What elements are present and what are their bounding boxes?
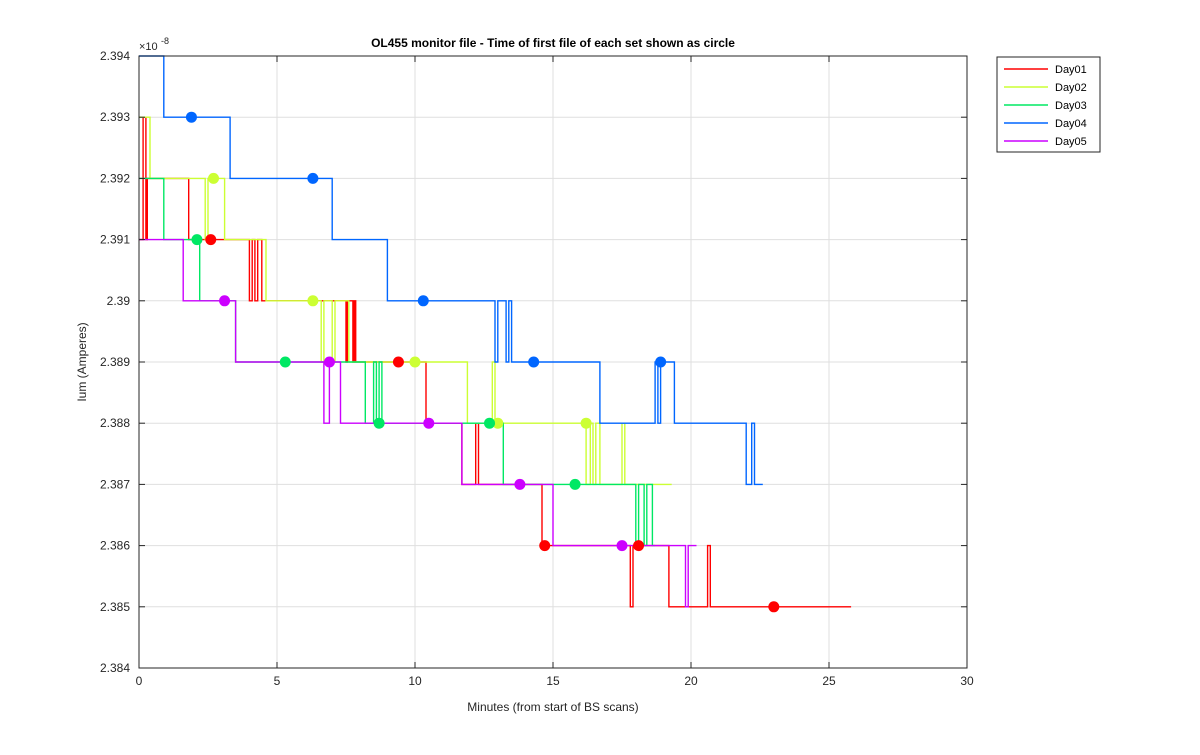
y-tick-label: 2.39 <box>107 294 131 308</box>
legend-label-day05: Day05 <box>1055 136 1087 148</box>
first-file-marker-day05 <box>323 356 335 368</box>
first-file-marker-day05 <box>616 540 628 552</box>
first-file-marker-day02 <box>409 356 421 368</box>
legend-label-day02: Day02 <box>1055 82 1087 94</box>
first-file-marker-day02 <box>208 172 220 184</box>
first-file-marker-day01 <box>392 356 404 368</box>
legend-label-day04: Day04 <box>1055 118 1087 130</box>
first-file-marker-day01 <box>633 540 645 552</box>
first-file-marker-day05 <box>219 295 231 307</box>
y-tick-label: 2.392 <box>100 171 130 185</box>
first-file-marker-day04 <box>417 295 429 307</box>
x-tick-label: 5 <box>274 674 281 688</box>
series-line-day04 <box>139 55 763 486</box>
first-file-marker-day01 <box>768 601 780 613</box>
first-file-marker-day04 <box>528 356 540 368</box>
x-tick-label: 15 <box>546 674 560 688</box>
y-tick-label: 2.389 <box>100 355 130 369</box>
first-file-marker-day02 <box>580 417 592 429</box>
first-file-marker-day04 <box>655 356 667 368</box>
legend-label-day01: Day01 <box>1055 64 1087 76</box>
first-file-marker-day05 <box>423 417 435 429</box>
y-tick-label: 2.394 <box>100 49 130 63</box>
y-tick-label: 2.385 <box>100 600 130 614</box>
y-tick-label: 2.391 <box>100 233 130 247</box>
x-tick-label: 10 <box>408 674 422 688</box>
y-tick-label: 2.386 <box>100 539 130 553</box>
y-tick-label: 2.388 <box>100 416 130 430</box>
x-tick-label: 30 <box>960 674 974 688</box>
y-exponent-power: -8 <box>161 36 169 46</box>
first-file-marker-day04 <box>307 172 319 184</box>
marker-layer <box>185 111 780 613</box>
series-line-day05 <box>139 238 697 608</box>
y-tick-label: 2.384 <box>100 661 130 675</box>
y-tick-label: 2.393 <box>100 110 130 124</box>
first-file-marker-day01 <box>539 540 551 552</box>
y-exponent: ×10 -8 <box>139 36 169 53</box>
first-file-marker-day05 <box>514 478 526 490</box>
first-file-marker-day03 <box>484 417 496 429</box>
legend-items: Day01 Day02 Day03 Day04 Day05 <box>1004 64 1087 148</box>
y-tick-label: 2.387 <box>100 477 130 491</box>
first-file-marker-day03 <box>191 234 203 246</box>
legend-label-day03: Day03 <box>1055 100 1087 112</box>
tick-layer: 0 5 10 15 20 25 30 2.384 2.385 2.386 2.387 2.388 2.3… <box>100 49 974 688</box>
first-file-marker-day03 <box>279 356 291 368</box>
first-file-marker-day02 <box>307 295 319 307</box>
first-file-marker-day03 <box>373 417 385 429</box>
first-file-marker-day04 <box>185 111 197 123</box>
first-file-marker-day01 <box>205 234 217 246</box>
x-tick-label: 20 <box>684 674 698 688</box>
x-tick-label: 25 <box>822 674 836 688</box>
y-exponent-base: ×10 <box>139 41 158 53</box>
chart-title: OL455 monitor file - Time of first file … <box>371 36 735 50</box>
first-file-marker-day02 <box>492 417 504 429</box>
x-tick-label: 0 <box>136 674 143 688</box>
y-axis-label: Ium (Amperes) <box>75 322 89 401</box>
first-file-marker-day03 <box>569 478 581 490</box>
legend[interactable]: Day01 Day02 Day03 Day04 Day05 <box>996 56 1101 153</box>
x-axis-label: Minutes (from start of BS scans) <box>467 700 638 714</box>
